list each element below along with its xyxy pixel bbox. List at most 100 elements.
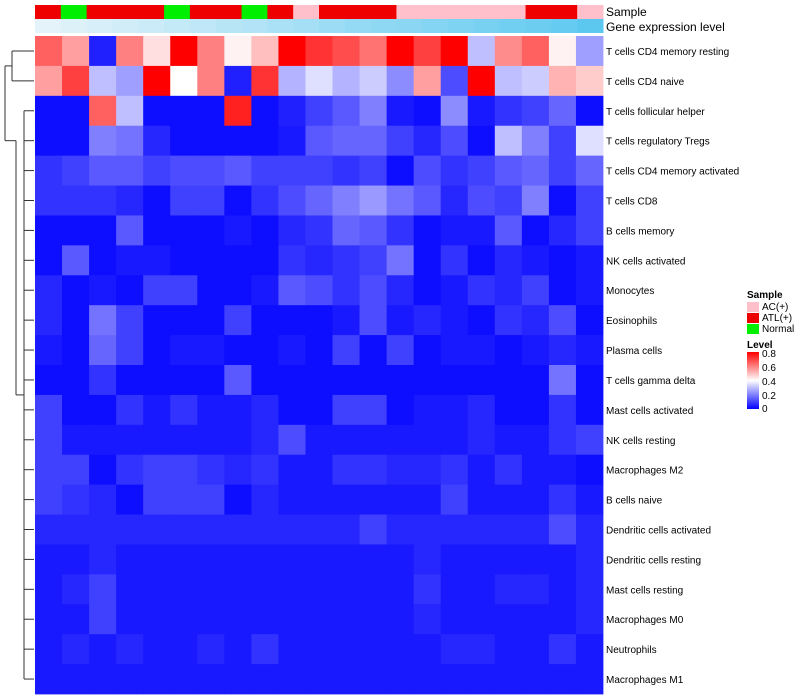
heatmap-cell: [467, 215, 496, 246]
heatmap-cell: [575, 634, 604, 665]
heatmap-cell: [575, 454, 604, 486]
heatmap-cell: [197, 185, 225, 216]
heatmap-cell: [35, 544, 63, 575]
heatmap-cell: [170, 215, 198, 246]
heatmap-cell: [413, 36, 442, 67]
heatmap-cell: [224, 634, 252, 665]
heatmap-cell: [548, 245, 577, 276]
heatmap-cell: [35, 245, 63, 276]
heatmap-cell: [278, 245, 306, 276]
heatmap-cell: [89, 215, 117, 246]
heatmap-cell: [548, 394, 577, 426]
heatmap-cell: [467, 335, 496, 366]
heatmap-cell: [251, 36, 279, 67]
heatmap-cell: [575, 95, 604, 127]
heatmap-cell: [170, 394, 198, 426]
heatmap-cell: [197, 215, 225, 246]
heatmap-cell: [89, 514, 117, 545]
gene-expression-annotation-cell: [293, 19, 320, 33]
heatmap-cell: [413, 125, 442, 157]
row-label: T cells CD8: [606, 197, 658, 208]
heatmap-cell: [521, 664, 550, 695]
heatmap-cell: [224, 36, 252, 67]
heatmap-cell: [197, 664, 225, 695]
heatmap-cell: [521, 155, 550, 186]
heatmap-cell: [305, 155, 333, 186]
heatmap-cell: [89, 634, 117, 665]
gene-expression-annotation-cell: [577, 19, 604, 33]
heatmap-cell: [197, 574, 225, 605]
heatmap-cell: [305, 454, 333, 486]
heatmap-cell: [116, 634, 144, 665]
heatmap-cell: [575, 394, 604, 426]
heatmap-cell: [413, 424, 442, 456]
heatmap-cell: [548, 424, 577, 456]
heatmap-cell: [251, 574, 279, 605]
sample-annotation-cell: [525, 5, 552, 19]
heatmap-cell: [332, 185, 360, 216]
sample-annotation-cell: [35, 5, 62, 19]
heatmap-cell: [575, 305, 604, 336]
heatmap-cell: [494, 394, 523, 426]
row-label: T cells CD4 memory activated: [606, 167, 739, 178]
heatmap-cell: [251, 664, 279, 695]
heatmap-cell: [251, 125, 279, 157]
heatmap-cell: [116, 604, 144, 635]
row-label: Dendritic cells activated: [606, 526, 711, 537]
heatmap-cell: [224, 245, 252, 276]
heatmap-cell: [62, 155, 90, 186]
heatmap-cell: [521, 484, 550, 515]
sample-annotation-cell: [577, 5, 604, 19]
heatmap-cell: [116, 394, 144, 426]
heatmap-cell: [575, 544, 604, 575]
heatmap-cell: [548, 305, 577, 336]
heatmap-cell: [494, 604, 523, 635]
heatmap-cell: [521, 454, 550, 486]
gene-expression-annotation-cell: [422, 19, 449, 33]
heatmap-cell: [521, 215, 550, 246]
gene-expression-annotation-cell: [473, 19, 501, 33]
heatmap-cell: [170, 185, 198, 216]
heatmap-cell: [521, 95, 550, 127]
row-label: Neutrophils: [606, 645, 657, 656]
gene-expression-annotation-cell: [448, 19, 475, 33]
heatmap-cell: [143, 155, 171, 186]
heatmap-cell: [62, 305, 90, 336]
heatmap-cell: [116, 514, 144, 545]
gene-expression-annotation-cell: [396, 19, 423, 33]
heatmap-cell: [440, 394, 469, 426]
heatmap-cell: [89, 275, 117, 306]
heatmap-cell: [224, 664, 252, 695]
sample-annotation-cell: [267, 5, 294, 19]
heatmap-cell: [62, 245, 90, 276]
heatmap-cell: [170, 454, 198, 486]
heatmap-cell: [278, 514, 306, 545]
heatmap-cell: [89, 484, 117, 515]
legend-swatch-ac: [747, 302, 759, 312]
heatmap-cell: [62, 215, 90, 246]
heatmap-cell: [575, 155, 604, 186]
heatmap-cell: [386, 335, 415, 366]
heatmap-cell: [170, 544, 198, 575]
heatmap-cell: [251, 245, 279, 276]
heatmap-cell: [440, 125, 469, 157]
heatmap-cell: [575, 245, 604, 276]
heatmap-cell: [143, 454, 171, 486]
sample-legend: Sample AC(+) ATL(+) Normal: [747, 290, 794, 335]
legend-label-atl: ATL(+): [762, 313, 792, 324]
heatmap-cell: [89, 155, 117, 186]
heatmap-cell: [440, 245, 469, 276]
heatmap-cell: [548, 155, 577, 186]
heatmap-cell: [521, 574, 550, 605]
heatmap-cell: [143, 634, 171, 665]
heatmap-cell: [494, 484, 523, 515]
heatmap-cell: [494, 95, 523, 127]
heatmap-cell: [197, 275, 225, 306]
row-labels: T cells CD4 memory resting T cells CD4 na…: [606, 47, 739, 686]
row-label: Plasma cells: [606, 346, 662, 357]
heatmap-cell: [359, 185, 388, 216]
heatmap-cell: [278, 275, 306, 306]
heatmap-cell: [359, 454, 388, 486]
heatmap-cell: [332, 155, 360, 186]
heatmap-cell: [197, 634, 225, 665]
